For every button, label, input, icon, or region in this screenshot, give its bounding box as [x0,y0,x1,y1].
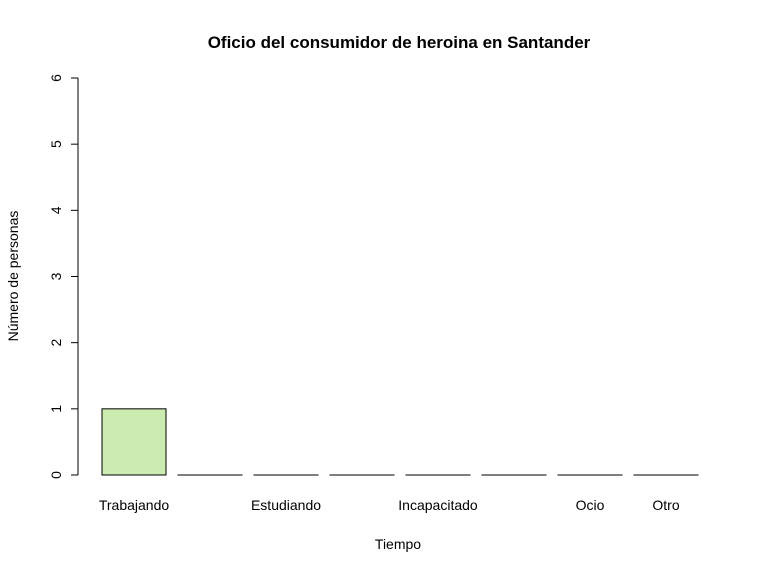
chart-title: Oficio del consumidor de heroina en Sant… [208,33,591,52]
bars [101,408,699,476]
x-axis-labels: Trabajando Estudiando Incapacitado Ocio Otro [99,497,680,513]
y-axis: 0 1 2 3 4 5 6 [48,74,79,479]
x-tick-label: Ocio [576,497,605,513]
bar [101,408,167,476]
x-tick-label: Trabajando [99,497,170,513]
y-tick-label: 1 [48,405,64,413]
y-tick-label: 4 [48,206,64,214]
x-axis-label: Tiempo [375,536,421,552]
y-tick-label: 3 [48,272,64,280]
y-tick-label: 0 [48,471,64,479]
y-tick-label: 5 [48,140,64,148]
x-tick-label: Estudiando [251,497,321,513]
y-tick-label: 6 [48,74,64,82]
x-tick-label: Incapacitado [398,497,478,513]
x-tick-label: Otro [652,497,679,513]
y-tick-label: 2 [48,339,64,347]
y-axis-label: Número de personas [5,211,21,342]
